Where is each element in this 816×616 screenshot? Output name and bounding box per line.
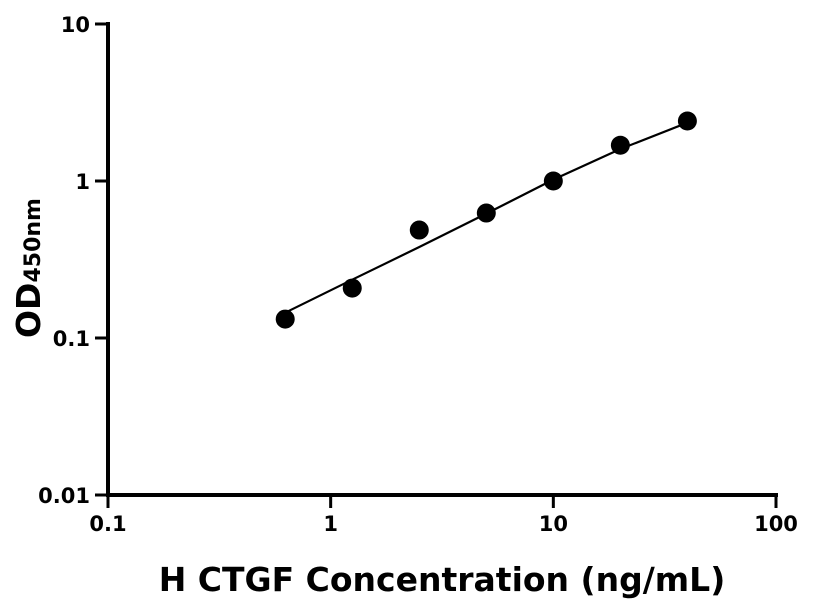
data-point — [476, 203, 496, 223]
data-points — [275, 111, 697, 329]
y-tick-label: 0.01 — [38, 484, 90, 508]
y-ticks: 0.01 0.1 1 10 — [38, 13, 108, 508]
x-tick-label: 0.1 — [89, 512, 126, 536]
data-point — [275, 309, 295, 329]
x-tick-label: 10 — [539, 512, 568, 536]
x-tick-label: 1 — [323, 512, 338, 536]
x-tick-label: 100 — [754, 512, 798, 536]
data-point — [409, 220, 429, 240]
y-axis-title: OD450nm — [9, 198, 48, 338]
y-axis-title-subscript: 450nm — [21, 198, 46, 283]
y-tick-label: 0.1 — [53, 327, 90, 351]
y-tick-label: 10 — [61, 13, 90, 37]
y-axis-title-main: OD — [9, 283, 48, 338]
data-point — [610, 135, 630, 155]
y-tick-label: 1 — [75, 170, 90, 194]
data-point — [677, 111, 697, 131]
x-axis-title: H CTGF Concentration (ng/mL) — [159, 560, 726, 599]
x-ticks: 0.1 1 10 100 — [89, 495, 798, 536]
data-point — [342, 278, 362, 298]
data-point — [543, 171, 563, 191]
